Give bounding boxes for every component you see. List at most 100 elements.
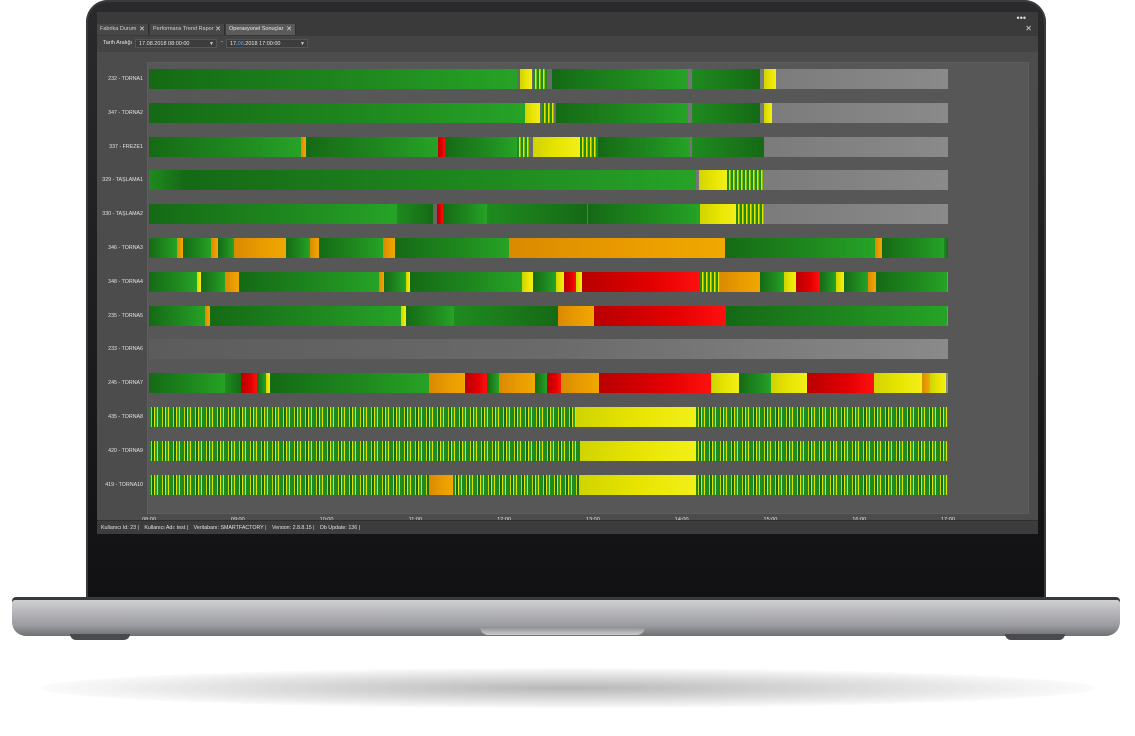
close-icon[interactable]: ✕: [215, 26, 221, 33]
status-segment[interactable]: [692, 69, 761, 89]
status-segment[interactable]: [580, 440, 697, 461]
status-segment[interactable]: [183, 238, 212, 258]
status-segment[interactable]: [725, 305, 948, 326]
status-segment[interactable]: [580, 136, 599, 157]
status-segment[interactable]: [710, 373, 739, 394]
status-segment[interactable]: [582, 271, 701, 292]
status-segment[interactable]: [410, 271, 523, 292]
status-segment[interactable]: [239, 271, 380, 292]
status-segment[interactable]: [820, 271, 837, 292]
more-options-icon[interactable]: •••: [1016, 13, 1026, 23]
status-segment[interactable]: [726, 170, 763, 191]
machine-timeline-bar[interactable]: [149, 440, 948, 461]
status-segment[interactable]: [149, 440, 581, 461]
status-segment[interactable]: [379, 271, 384, 292]
tab-operasyonel-sonuclar[interactable]: Operasyonel Sonuçlar ✕: [226, 24, 296, 35]
status-segment[interactable]: [452, 474, 579, 495]
status-segment[interactable]: [764, 102, 773, 123]
status-segment[interactable]: [428, 474, 453, 495]
status-segment[interactable]: [876, 271, 948, 292]
status-segment[interactable]: [736, 204, 765, 225]
status-segment[interactable]: [233, 238, 286, 258]
status-segment[interactable]: [698, 170, 727, 191]
start-date-picker[interactable]: 17.08.2018 08:00:00 ▼: [135, 39, 217, 48]
status-segment[interactable]: [217, 238, 234, 258]
status-segment[interactable]: [764, 69, 777, 89]
status-segment[interactable]: [556, 102, 689, 123]
status-segment[interactable]: [256, 373, 267, 394]
status-segment[interactable]: [438, 136, 445, 157]
status-segment[interactable]: [300, 136, 307, 157]
status-segment[interactable]: [692, 102, 761, 123]
status-segment[interactable]: [224, 271, 240, 292]
close-window-icon[interactable]: ✕: [1025, 24, 1032, 33]
status-segment[interactable]: [406, 305, 455, 326]
chevron-down-icon[interactable]: ▼: [209, 41, 214, 47]
status-segment[interactable]: [204, 305, 210, 326]
status-segment[interactable]: [395, 238, 510, 258]
status-segment[interactable]: [578, 474, 697, 495]
status-segment[interactable]: [309, 238, 320, 258]
status-segment[interactable]: [760, 271, 785, 292]
status-segment[interactable]: [266, 373, 271, 394]
status-segment[interactable]: [149, 102, 525, 123]
status-segment[interactable]: [725, 238, 876, 258]
status-segment[interactable]: [149, 136, 301, 157]
status-segment[interactable]: [738, 373, 771, 394]
status-segment[interactable]: [532, 136, 581, 157]
status-segment[interactable]: [532, 69, 547, 89]
tab-fabrika-durum[interactable]: Fabrika Durum ✕: [97, 24, 149, 35]
status-segment[interactable]: [930, 373, 947, 394]
status-segment[interactable]: [558, 305, 595, 326]
close-icon[interactable]: ✕: [286, 26, 292, 33]
machine-timeline-bar[interactable]: [149, 407, 948, 427]
status-segment[interactable]: [576, 407, 697, 427]
status-segment[interactable]: [519, 69, 532, 89]
tab-performans-trend-rapor[interactable]: Performans Trend Rapor ✕: [150, 24, 225, 35]
status-segment[interactable]: [588, 204, 701, 225]
status-segment[interactable]: [443, 204, 487, 225]
machine-timeline-bar[interactable]: [149, 136, 948, 157]
status-segment[interactable]: [542, 102, 555, 123]
status-segment[interactable]: [486, 204, 587, 225]
status-segment[interactable]: [556, 271, 565, 292]
status-segment[interactable]: [922, 373, 931, 394]
status-segment[interactable]: [196, 271, 201, 292]
status-segment[interactable]: [200, 271, 225, 292]
status-segment[interactable]: [149, 271, 197, 292]
machine-timeline-bar[interactable]: [149, 170, 948, 191]
status-segment[interactable]: [149, 238, 177, 258]
status-segment[interactable]: [561, 373, 599, 394]
status-segment[interactable]: [875, 238, 882, 258]
status-segment[interactable]: [464, 373, 487, 394]
status-segment[interactable]: [209, 305, 402, 326]
status-segment[interactable]: [444, 136, 517, 157]
status-segment[interactable]: [486, 373, 499, 394]
status-segment[interactable]: [516, 136, 529, 157]
status-segment[interactable]: [149, 170, 185, 191]
status-segment[interactable]: [428, 373, 465, 394]
status-segment[interactable]: [396, 204, 433, 225]
status-segment[interactable]: [285, 238, 310, 258]
machine-timeline-bar[interactable]: [149, 69, 948, 89]
status-segment[interactable]: [546, 373, 562, 394]
status-segment[interactable]: [868, 271, 877, 292]
status-segment[interactable]: [383, 271, 407, 292]
status-segment[interactable]: [692, 136, 765, 157]
status-segment[interactable]: [532, 271, 557, 292]
status-segment[interactable]: [240, 373, 257, 394]
status-segment[interactable]: [383, 238, 396, 258]
status-segment[interactable]: [720, 271, 761, 292]
status-segment[interactable]: [524, 102, 541, 123]
status-segment[interactable]: [522, 271, 533, 292]
status-segment[interactable]: [498, 373, 535, 394]
machine-timeline-bar[interactable]: [149, 204, 948, 225]
status-segment[interactable]: [211, 238, 218, 258]
machine-timeline-bar[interactable]: [149, 238, 948, 258]
machine-timeline-bar[interactable]: [149, 305, 948, 326]
status-segment[interactable]: [696, 474, 948, 495]
status-segment[interactable]: [874, 373, 923, 394]
status-segment[interactable]: [564, 271, 577, 292]
status-segment[interactable]: [406, 271, 411, 292]
status-segment[interactable]: [319, 238, 384, 258]
